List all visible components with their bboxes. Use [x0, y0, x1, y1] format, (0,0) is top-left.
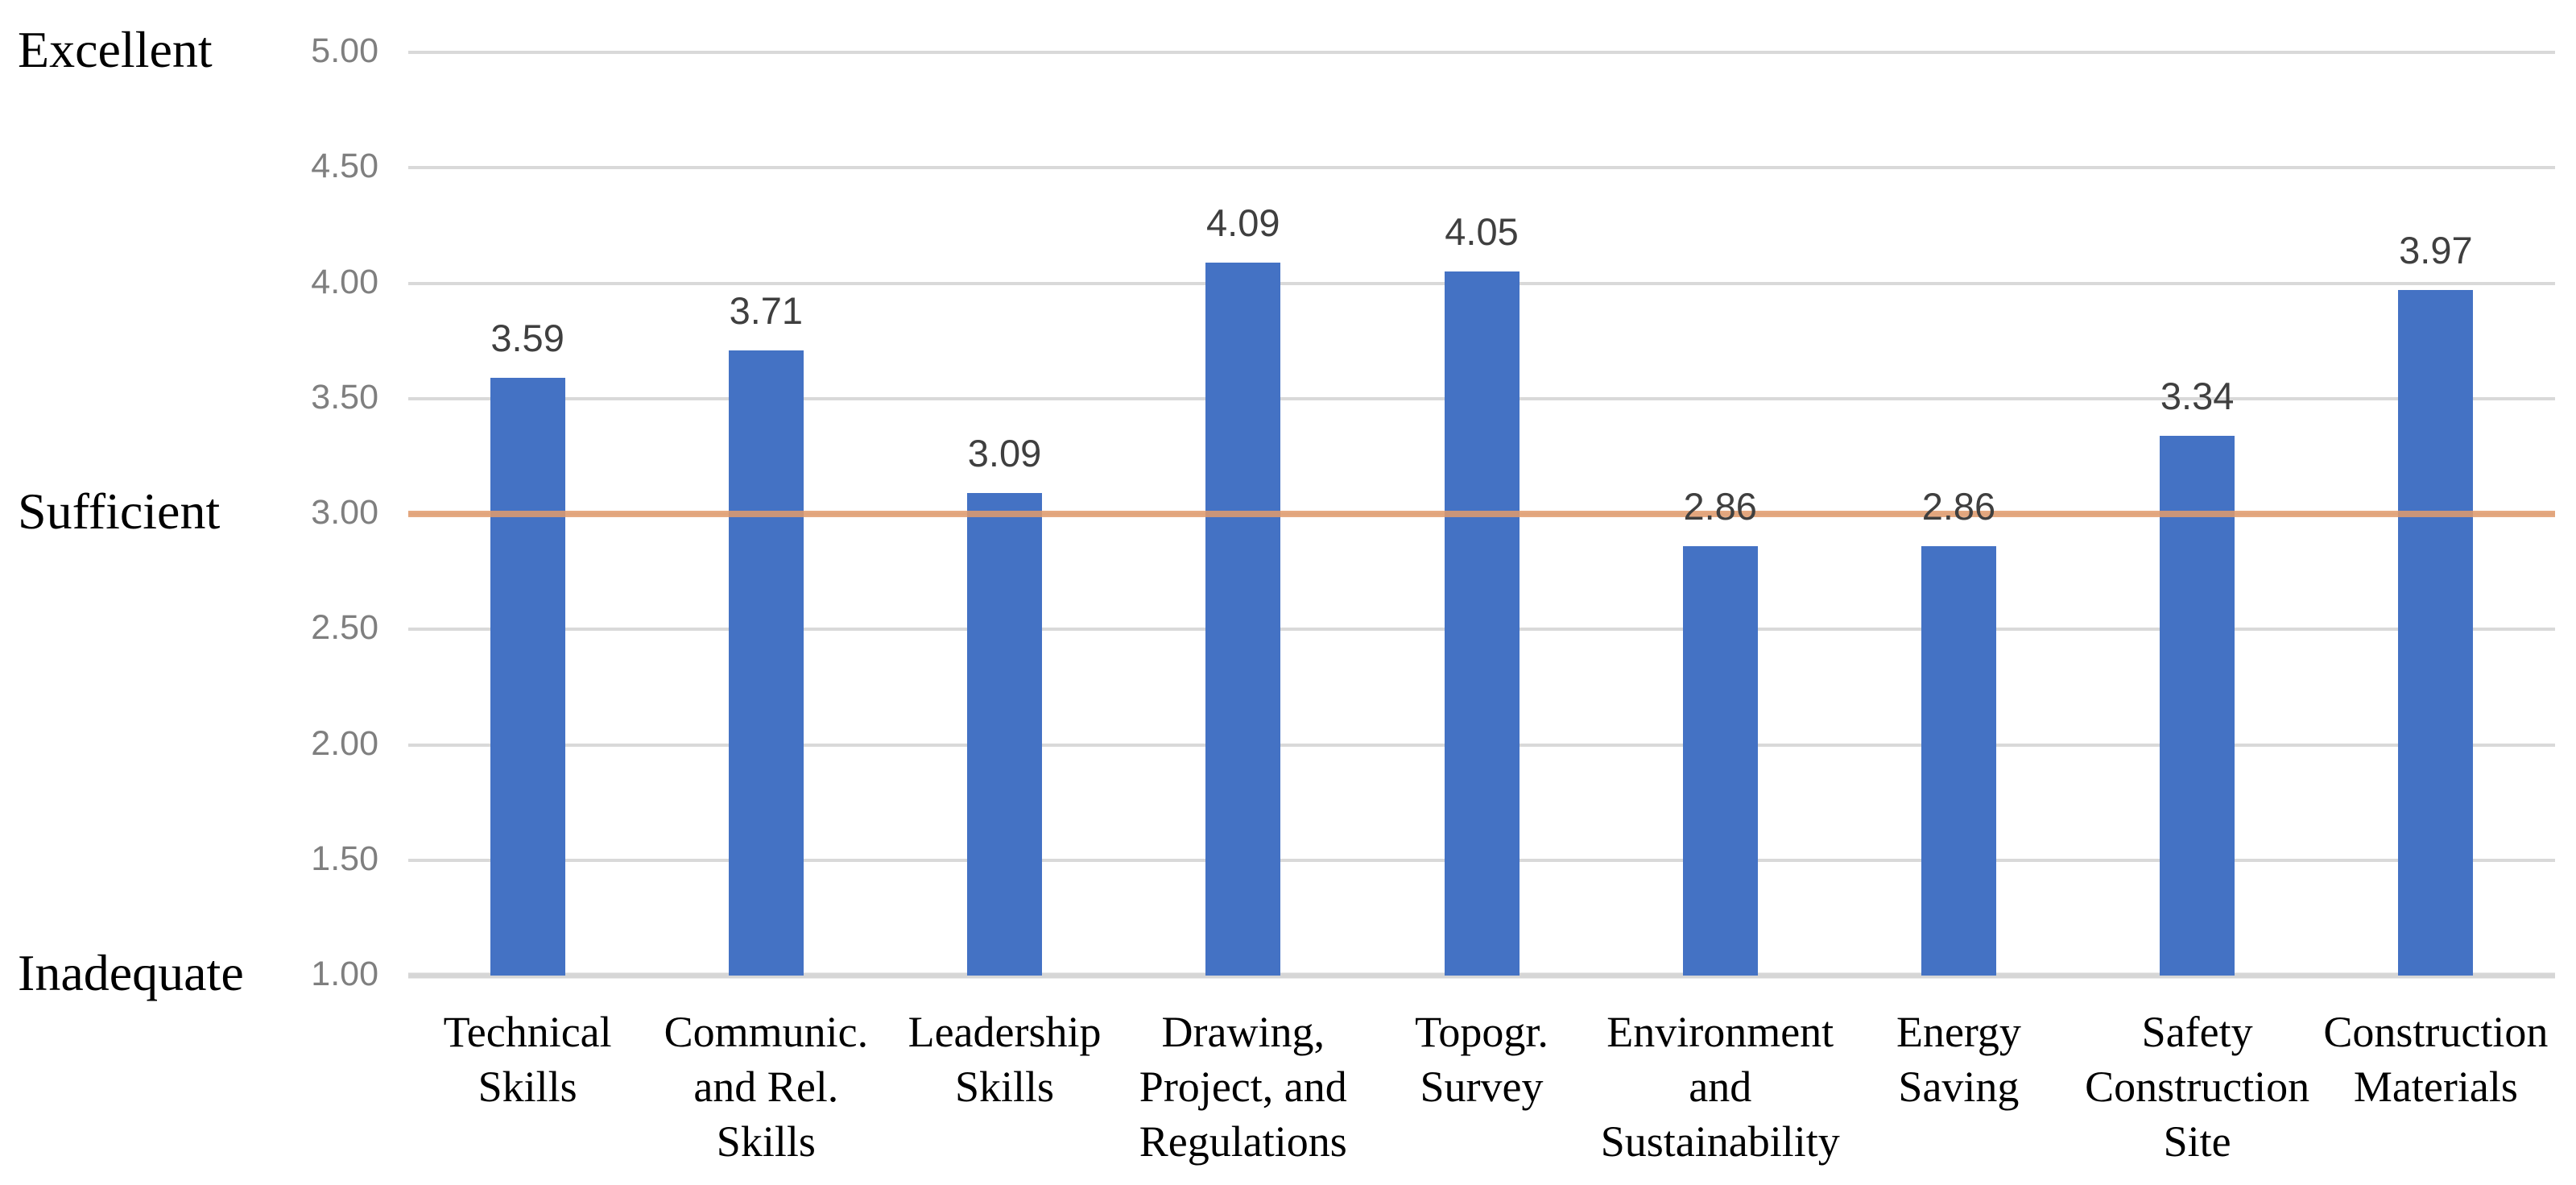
- y-tick-label: 5.00: [311, 31, 378, 70]
- bar-5: [1444, 271, 1520, 976]
- bar-value-label: 3.59: [490, 316, 564, 359]
- bar-8: [2160, 435, 2235, 976]
- category-label-6: Environment and Sustainability: [1600, 1008, 1840, 1166]
- gridline: [408, 51, 2555, 54]
- bar-6: [1682, 546, 1758, 976]
- qualitative-label-excellent: Excellent: [18, 21, 213, 78]
- sufficient-reference-line: [408, 511, 2555, 517]
- plot-area: 3.59 3.71 3.09 4.09 4.05 2.86 2.86 3.34 3.97: [408, 51, 2555, 979]
- bar-9: [2398, 290, 2474, 976]
- category-label-1: Technical Skills: [443, 1008, 612, 1111]
- y-tick-label: 4.50: [311, 147, 378, 186]
- bar-2: [728, 350, 804, 976]
- category-label-8: Safety Construction Site: [2085, 1008, 2310, 1166]
- y-tick-label: 1.50: [311, 839, 378, 878]
- y-tick-label: 4.00: [311, 262, 378, 301]
- y-tick-label: 1.00: [311, 955, 378, 993]
- bar-value-label: 3.71: [729, 288, 804, 332]
- y-tick-label: 2.50: [311, 608, 378, 648]
- bar-4: [1205, 262, 1281, 976]
- bar-value-label: 3.09: [967, 432, 1042, 475]
- bar-7: [1921, 546, 1996, 976]
- y-tick-label: 3.00: [311, 493, 378, 532]
- y-tick-label: 2.00: [311, 723, 378, 763]
- category-label-7: Energy Saving: [1896, 1008, 2021, 1111]
- gridline: [408, 972, 2555, 979]
- category-label-2: Communic. and Rel. Skills: [664, 1008, 869, 1166]
- y-tick-label: 3.50: [311, 377, 378, 416]
- category-label-9: Construction Materials: [2323, 1008, 2549, 1111]
- bar-value-label: 4.09: [1206, 201, 1280, 244]
- gridline: [408, 166, 2555, 170]
- bar-value-label: 4.05: [1445, 210, 1519, 254]
- bar-value-label: 2.86: [1921, 485, 1996, 528]
- category-label-4: Drawing, Project, and Regulations: [1139, 1008, 1347, 1166]
- bar-1: [490, 377, 565, 976]
- qualitative-label-inadequate: Inadequate: [18, 944, 244, 1001]
- bar-3: [967, 493, 1043, 976]
- bar-value-label: 2.86: [1683, 485, 1757, 528]
- bar-value-label: 3.34: [2160, 374, 2235, 417]
- category-label-5: Topogr. Survey: [1415, 1008, 1548, 1111]
- category-label-3: Leadership Skills: [908, 1008, 1102, 1111]
- qualitative-label-sufficient: Sufficient: [18, 483, 221, 540]
- bar-value-label: 3.97: [2399, 229, 2473, 272]
